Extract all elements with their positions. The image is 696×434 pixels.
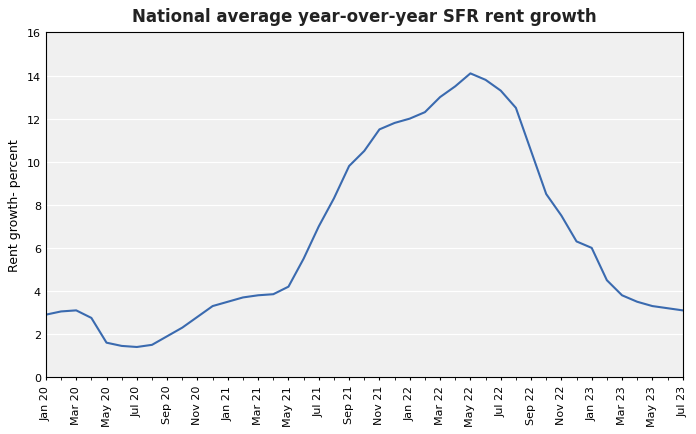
Title: National average year-over-year SFR rent growth: National average year-over-year SFR rent… (132, 8, 596, 26)
Y-axis label: Rent growth- percent: Rent growth- percent (8, 139, 22, 272)
